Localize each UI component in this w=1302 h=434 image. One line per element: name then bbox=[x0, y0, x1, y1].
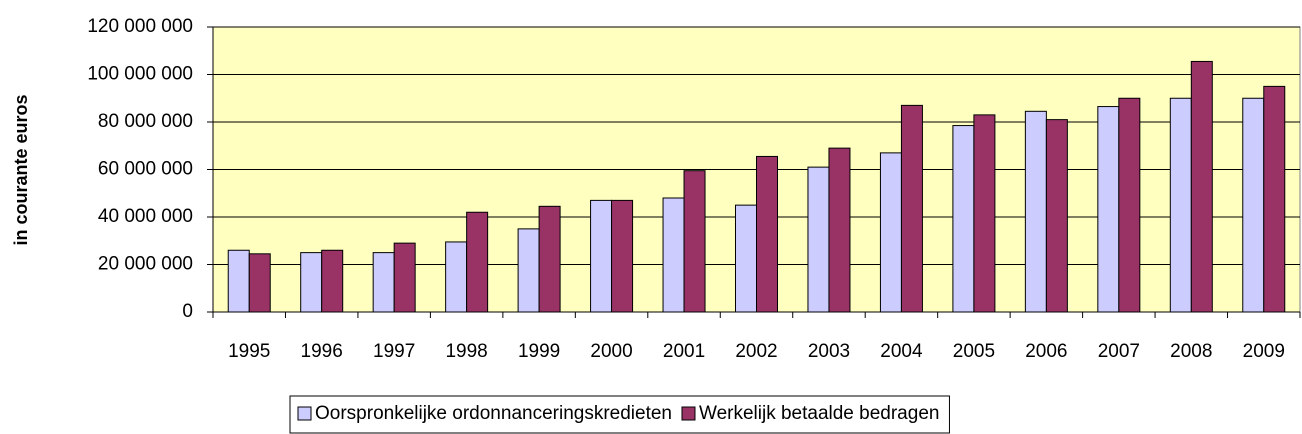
bar bbox=[1045, 119, 1068, 313]
bar bbox=[590, 199, 613, 313]
bar bbox=[683, 170, 706, 313]
x-tick-label: 2005 bbox=[953, 341, 995, 362]
legend-label: Werkelijk betaalde bedragen bbox=[699, 403, 939, 424]
x-tick-label: 2009 bbox=[1243, 341, 1285, 362]
x-tick-label: 1999 bbox=[518, 341, 560, 362]
bar bbox=[756, 155, 778, 313]
x-tick-label: 1995 bbox=[228, 341, 270, 362]
bar bbox=[662, 197, 685, 313]
bar bbox=[1024, 110, 1047, 313]
x-tick-label: 2000 bbox=[590, 341, 632, 362]
bar bbox=[227, 249, 250, 313]
legend-swatch bbox=[297, 406, 312, 421]
legend-label: Oorspronkelijke ordonnanceringskredieten bbox=[315, 403, 672, 424]
bar bbox=[1263, 85, 1286, 313]
y-axis-title: in courante euros bbox=[11, 94, 31, 245]
bar bbox=[1169, 97, 1192, 313]
x-tick-label: 2004 bbox=[880, 341, 923, 362]
bar bbox=[1190, 60, 1213, 313]
bar bbox=[973, 114, 996, 313]
bar bbox=[393, 242, 416, 313]
x-tick-label: 1997 bbox=[373, 341, 415, 362]
bar bbox=[372, 252, 395, 313]
x-tick-label: 2007 bbox=[1098, 341, 1140, 362]
x-tick-label: 2008 bbox=[1170, 341, 1212, 362]
x-tick-label: 2002 bbox=[735, 341, 777, 362]
x-tick-label: 1998 bbox=[445, 341, 487, 362]
x-tick-label: 2003 bbox=[808, 341, 850, 362]
legend bbox=[289, 395, 950, 434]
bar bbox=[1118, 97, 1141, 313]
bar bbox=[300, 252, 323, 313]
bar bbox=[807, 166, 830, 313]
y-tick-label: 40 000 000 bbox=[98, 206, 193, 227]
bar bbox=[538, 205, 561, 313]
y-tick-label: 20 000 000 bbox=[98, 254, 193, 275]
bar bbox=[611, 199, 634, 313]
bar bbox=[1097, 106, 1120, 313]
y-tick-label: 0 bbox=[182, 301, 193, 322]
bar bbox=[1242, 97, 1265, 313]
bar bbox=[445, 241, 468, 313]
bar bbox=[952, 125, 975, 313]
bar bbox=[321, 249, 344, 313]
bar bbox=[828, 147, 851, 313]
bar bbox=[735, 204, 757, 313]
x-tick-label: 1996 bbox=[301, 341, 343, 362]
legend-swatch bbox=[681, 406, 696, 421]
bar bbox=[517, 228, 540, 313]
y-tick-label: 120 000 000 bbox=[87, 16, 193, 37]
bar bbox=[466, 211, 489, 313]
bar bbox=[879, 152, 902, 313]
bar bbox=[248, 253, 271, 313]
y-tick-label: 100 000 000 bbox=[87, 64, 193, 85]
bar bbox=[900, 104, 923, 313]
x-tick-label: 2006 bbox=[1025, 341, 1067, 362]
x-tick-label: 2001 bbox=[663, 341, 705, 362]
y-tick-label: 60 000 000 bbox=[98, 159, 193, 180]
y-tick-label: 80 000 000 bbox=[98, 111, 193, 132]
